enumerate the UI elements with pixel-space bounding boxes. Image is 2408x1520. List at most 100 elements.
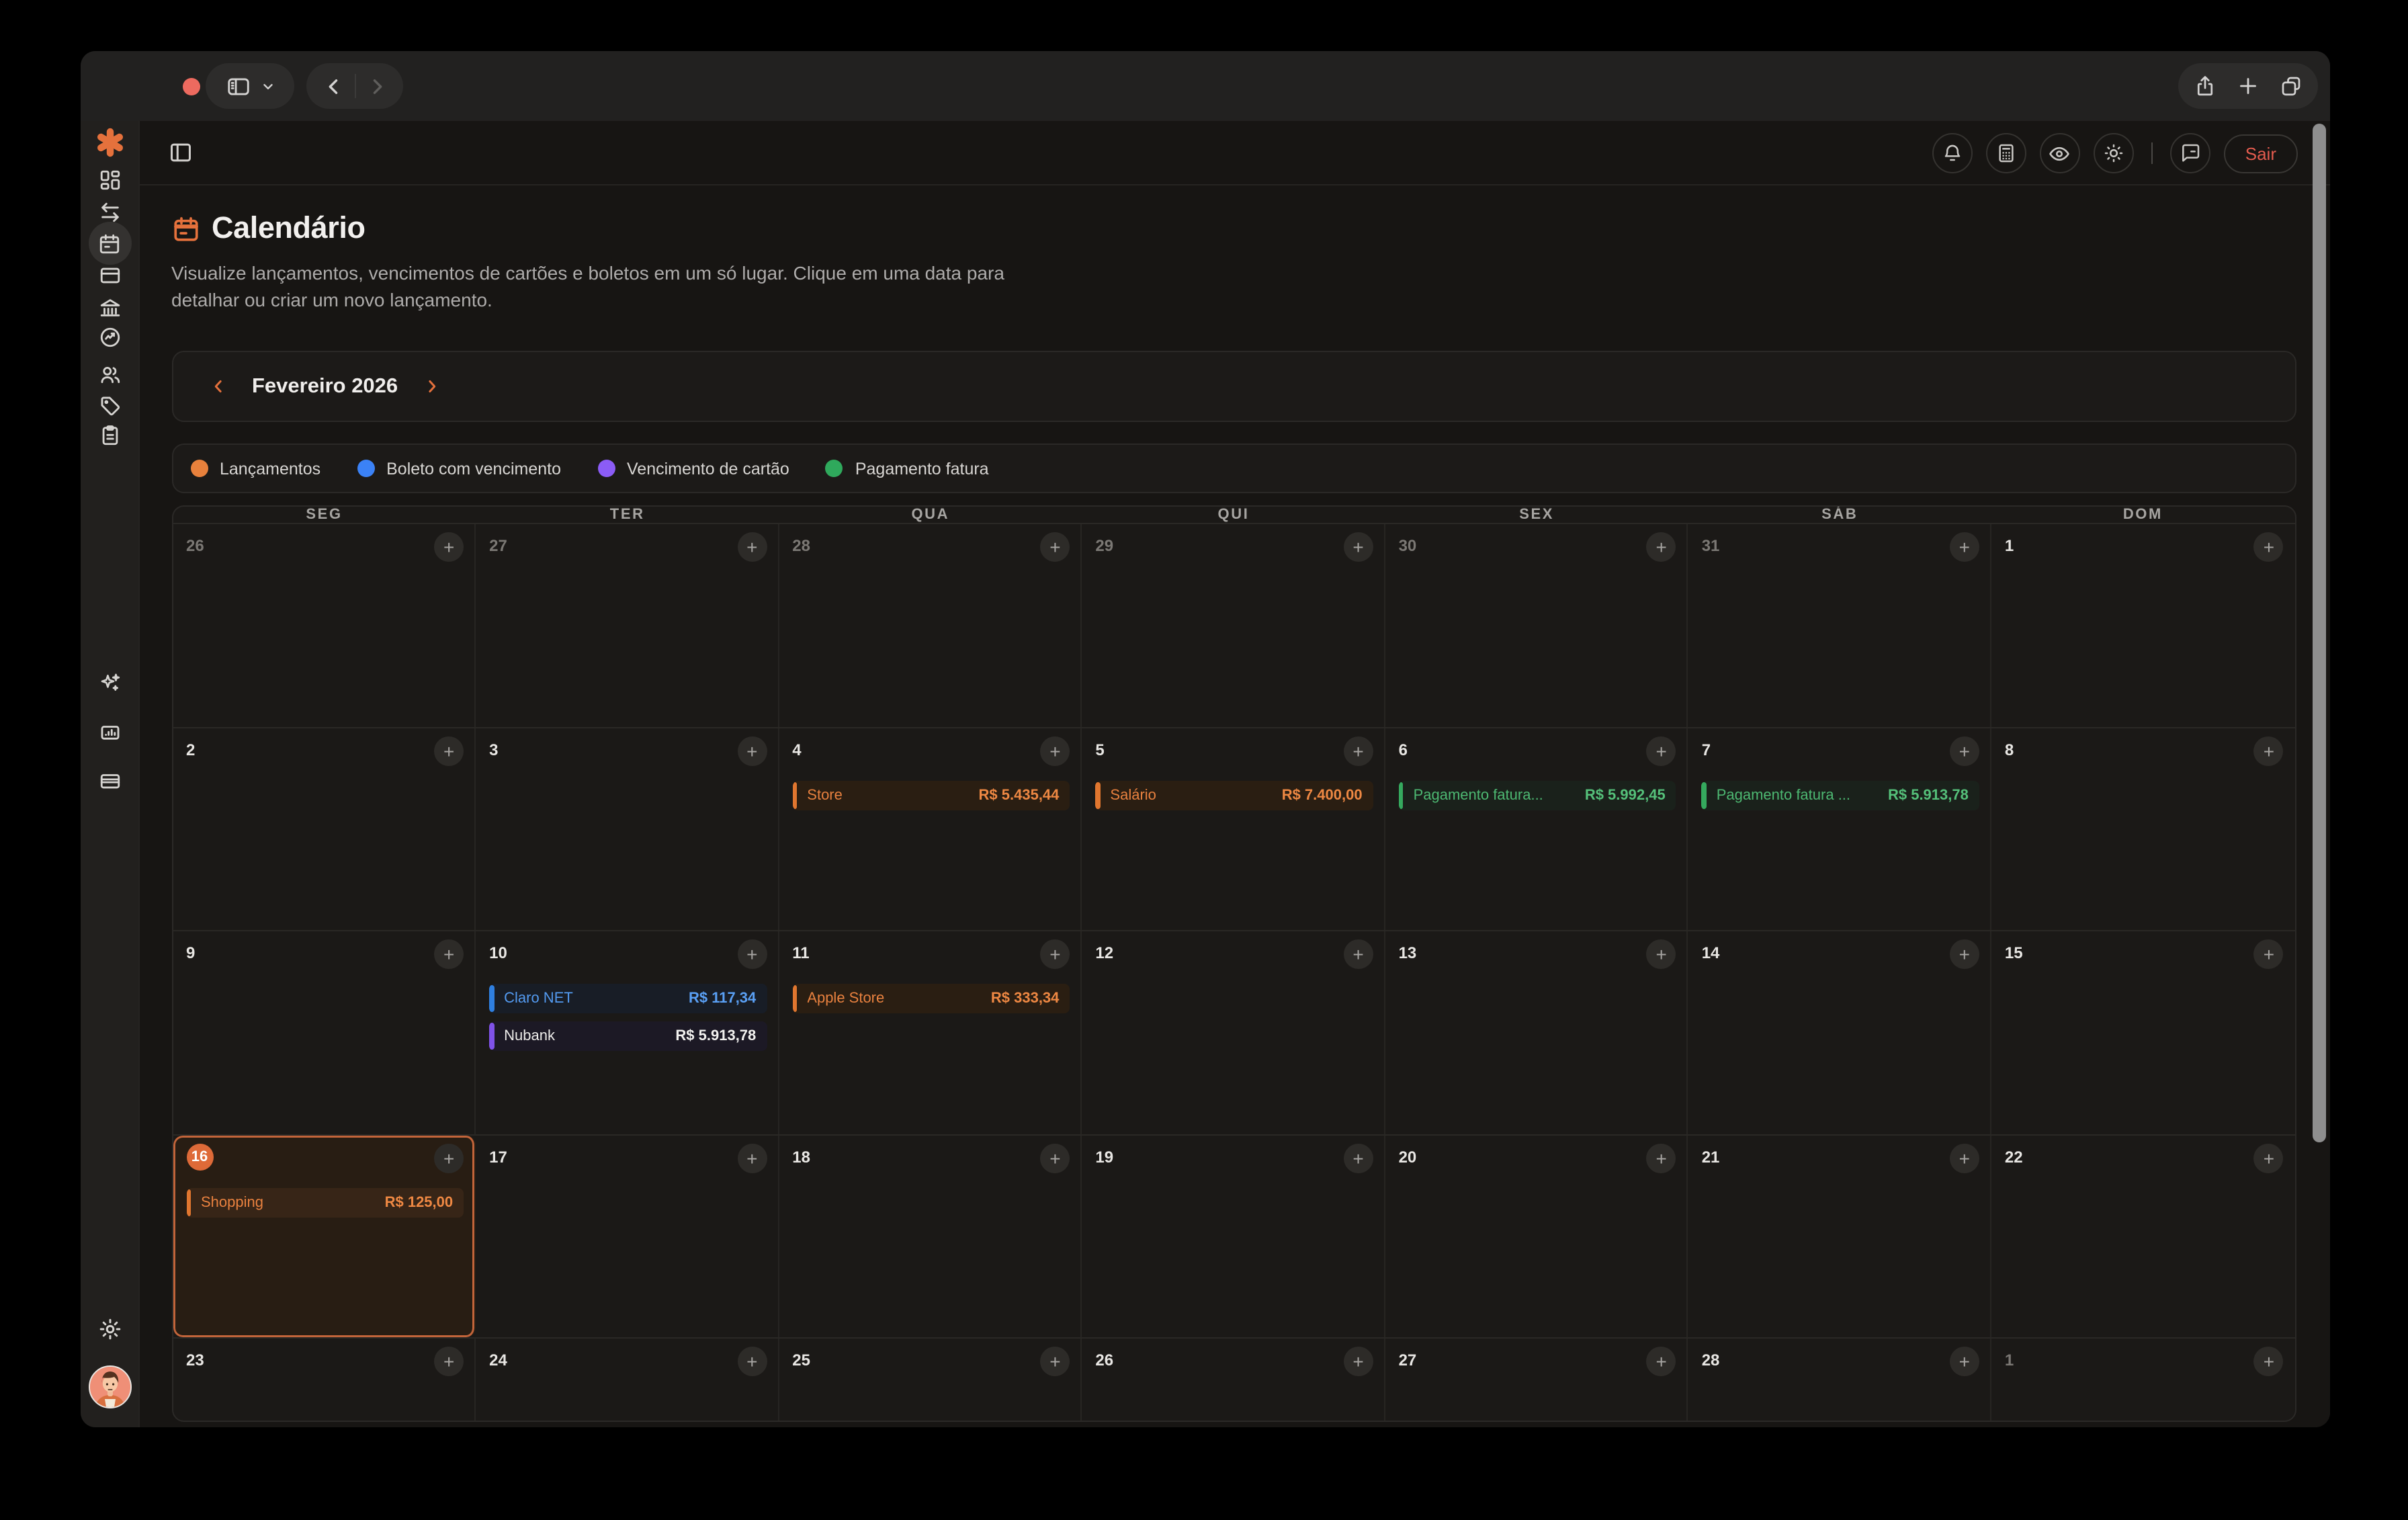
add-event-button[interactable] <box>2253 1143 2284 1173</box>
next-month-button[interactable] <box>422 376 442 396</box>
calendar-day-cell[interactable]: 2 <box>173 728 476 930</box>
add-event-button[interactable] <box>737 1143 767 1173</box>
add-event-button[interactable] <box>1343 1347 1373 1376</box>
calendar-event[interactable]: Claro NET R$ 117,34 <box>489 984 767 1013</box>
add-event-button[interactable] <box>2253 1347 2284 1376</box>
panel-toggle-icon[interactable] <box>168 140 194 172</box>
sidebar-item-dashboard-icon[interactable] <box>98 168 121 191</box>
back-button[interactable] <box>322 75 345 97</box>
calendar-day-cell[interactable]: 16 Shopping R$ 125,00 <box>173 1135 476 1337</box>
calendar-day-cell[interactable]: 20 <box>1385 1135 1688 1337</box>
add-event-button[interactable] <box>1949 1347 1979 1376</box>
add-event-button[interactable] <box>1646 939 1676 969</box>
add-event-button[interactable] <box>2253 532 2284 562</box>
add-event-button[interactable] <box>1949 736 1979 765</box>
calendar-day-cell[interactable]: 1 <box>1991 524 2294 726</box>
add-event-button[interactable] <box>2253 736 2284 765</box>
add-event-button[interactable] <box>737 736 767 765</box>
add-event-button[interactable] <box>1343 532 1373 562</box>
theme-sun-button[interactable] <box>2093 133 2134 173</box>
new-tab-icon[interactable] <box>2236 74 2260 98</box>
add-event-button[interactable] <box>1040 532 1070 562</box>
sidebar-item-ai-sparkles-icon[interactable] <box>98 671 121 694</box>
add-event-button[interactable] <box>434 939 464 969</box>
tab-overview-icon[interactable] <box>2279 74 2303 98</box>
calendar-event[interactable]: Shopping R$ 125,00 <box>186 1187 464 1217</box>
sidebar-item-cards-icon[interactable] <box>98 264 121 287</box>
previous-month-button[interactable] <box>208 376 228 396</box>
calendar-event[interactable]: Apple Store R$ 333,34 <box>792 984 1070 1013</box>
calendar-day-cell[interactable]: 9 <box>173 931 476 1134</box>
add-event-button[interactable] <box>2253 939 2284 969</box>
calendar-day-cell[interactable]: 23 <box>173 1339 476 1421</box>
add-event-button[interactable] <box>1343 1143 1373 1173</box>
calendar-day-cell[interactable]: 19 <box>1082 1135 1385 1337</box>
add-event-button[interactable] <box>737 532 767 562</box>
calendar-day-cell[interactable]: 11 Apple Store R$ 333,34 <box>779 931 1082 1134</box>
calendar-day-cell[interactable]: 8 <box>1991 728 2294 930</box>
calendar-day-cell[interactable]: 28 <box>1688 1339 1991 1421</box>
sidebar-item-bank-icon[interactable] <box>98 296 121 319</box>
sidebar-item-calendar-icon[interactable] <box>88 222 131 265</box>
add-event-button[interactable] <box>1040 1347 1070 1376</box>
calendar-day-cell[interactable]: 4 Store R$ 5.435,44 <box>779 728 1082 930</box>
notifications-bell-button[interactable] <box>1932 133 1973 173</box>
user-avatar[interactable] <box>88 1365 131 1408</box>
calendar-day-cell[interactable]: 26 <box>173 524 476 726</box>
sidebar-item-wallet-icon[interactable] <box>98 769 121 792</box>
calendar-day-cell[interactable]: 30 <box>1385 524 1688 726</box>
calendar-day-cell[interactable]: 18 <box>779 1135 1082 1337</box>
calendar-day-cell[interactable]: 27 <box>476 524 779 726</box>
calendar-day-cell[interactable]: 10 Claro NET R$ 117,34 Nubank R$ 5.913,7… <box>476 931 779 1134</box>
calendar-day-cell[interactable]: 7 Pagamento fatura ... R$ 5.913,78 <box>1688 728 1991 930</box>
privacy-eye-button[interactable] <box>2039 133 2080 173</box>
calendar-day-cell[interactable]: 5 Salário R$ 7.400,00 <box>1082 728 1385 930</box>
add-event-button[interactable] <box>1040 939 1070 969</box>
calendar-day-cell[interactable]: 25 <box>779 1339 1082 1421</box>
calendar-day-cell[interactable]: 15 <box>1991 931 2294 1134</box>
add-event-button[interactable] <box>1343 736 1373 765</box>
calendar-day-cell[interactable]: 17 <box>476 1135 779 1337</box>
calendar-day-cell[interactable]: 1 <box>1991 1339 2294 1421</box>
sidebar-item-tags-icon[interactable] <box>98 394 121 417</box>
calculator-button[interactable] <box>1985 133 2026 173</box>
add-event-button[interactable] <box>1646 736 1676 765</box>
calendar-event[interactable]: Salário R$ 7.400,00 <box>1095 780 1373 810</box>
close-window-button[interactable] <box>183 77 200 95</box>
sidebar-item-users-icon[interactable] <box>98 364 121 386</box>
calendar-event[interactable]: Store R$ 5.435,44 <box>792 780 1070 810</box>
calendar-day-cell[interactable]: 6 Pagamento fatura... R$ 5.992,45 <box>1385 728 1688 930</box>
calendar-day-cell[interactable]: 27 <box>1385 1339 1688 1421</box>
add-event-button[interactable] <box>1949 1143 1979 1173</box>
calendar-day-cell[interactable]: 28 <box>779 524 1082 726</box>
add-event-button[interactable] <box>434 736 464 765</box>
calendar-day-cell[interactable]: 31 <box>1688 524 1991 726</box>
forward-button[interactable] <box>365 75 388 97</box>
calendar-event[interactable]: Nubank R$ 5.913,78 <box>489 1021 767 1051</box>
add-event-button[interactable] <box>1949 532 1979 562</box>
add-event-button[interactable] <box>1646 1347 1676 1376</box>
add-event-button[interactable] <box>1646 532 1676 562</box>
calendar-day-cell[interactable]: 13 <box>1385 931 1688 1134</box>
add-event-button[interactable] <box>434 1143 464 1173</box>
browser-sidebar-toggle[interactable] <box>206 63 294 109</box>
sidebar-item-settings-icon[interactable] <box>97 1317 122 1341</box>
add-event-button[interactable] <box>1040 1143 1070 1173</box>
calendar-day-cell[interactable]: 26 <box>1082 1339 1385 1421</box>
sidebar-item-clipboard-icon[interactable] <box>98 423 121 446</box>
add-event-button[interactable] <box>1949 939 1979 969</box>
calendar-day-cell[interactable]: 21 <box>1688 1135 1991 1337</box>
add-event-button[interactable] <box>434 1347 464 1376</box>
calendar-day-cell[interactable]: 12 <box>1082 931 1385 1134</box>
add-event-button[interactable] <box>737 1347 767 1376</box>
calendar-day-cell[interactable]: 22 <box>1991 1135 2294 1337</box>
add-event-button[interactable] <box>434 532 464 562</box>
window-scrollbar-thumb[interactable] <box>2313 124 2326 1142</box>
add-event-button[interactable] <box>1040 736 1070 765</box>
calendar-day-cell[interactable]: 3 <box>476 728 779 930</box>
calendar-event[interactable]: Pagamento fatura... R$ 5.992,45 <box>1398 780 1676 810</box>
sidebar-item-reports-icon[interactable] <box>98 721 121 744</box>
sidebar-item-performance-icon[interactable] <box>98 326 121 349</box>
share-icon[interactable] <box>2193 74 2217 98</box>
calendar-day-cell[interactable]: 24 <box>476 1339 779 1421</box>
